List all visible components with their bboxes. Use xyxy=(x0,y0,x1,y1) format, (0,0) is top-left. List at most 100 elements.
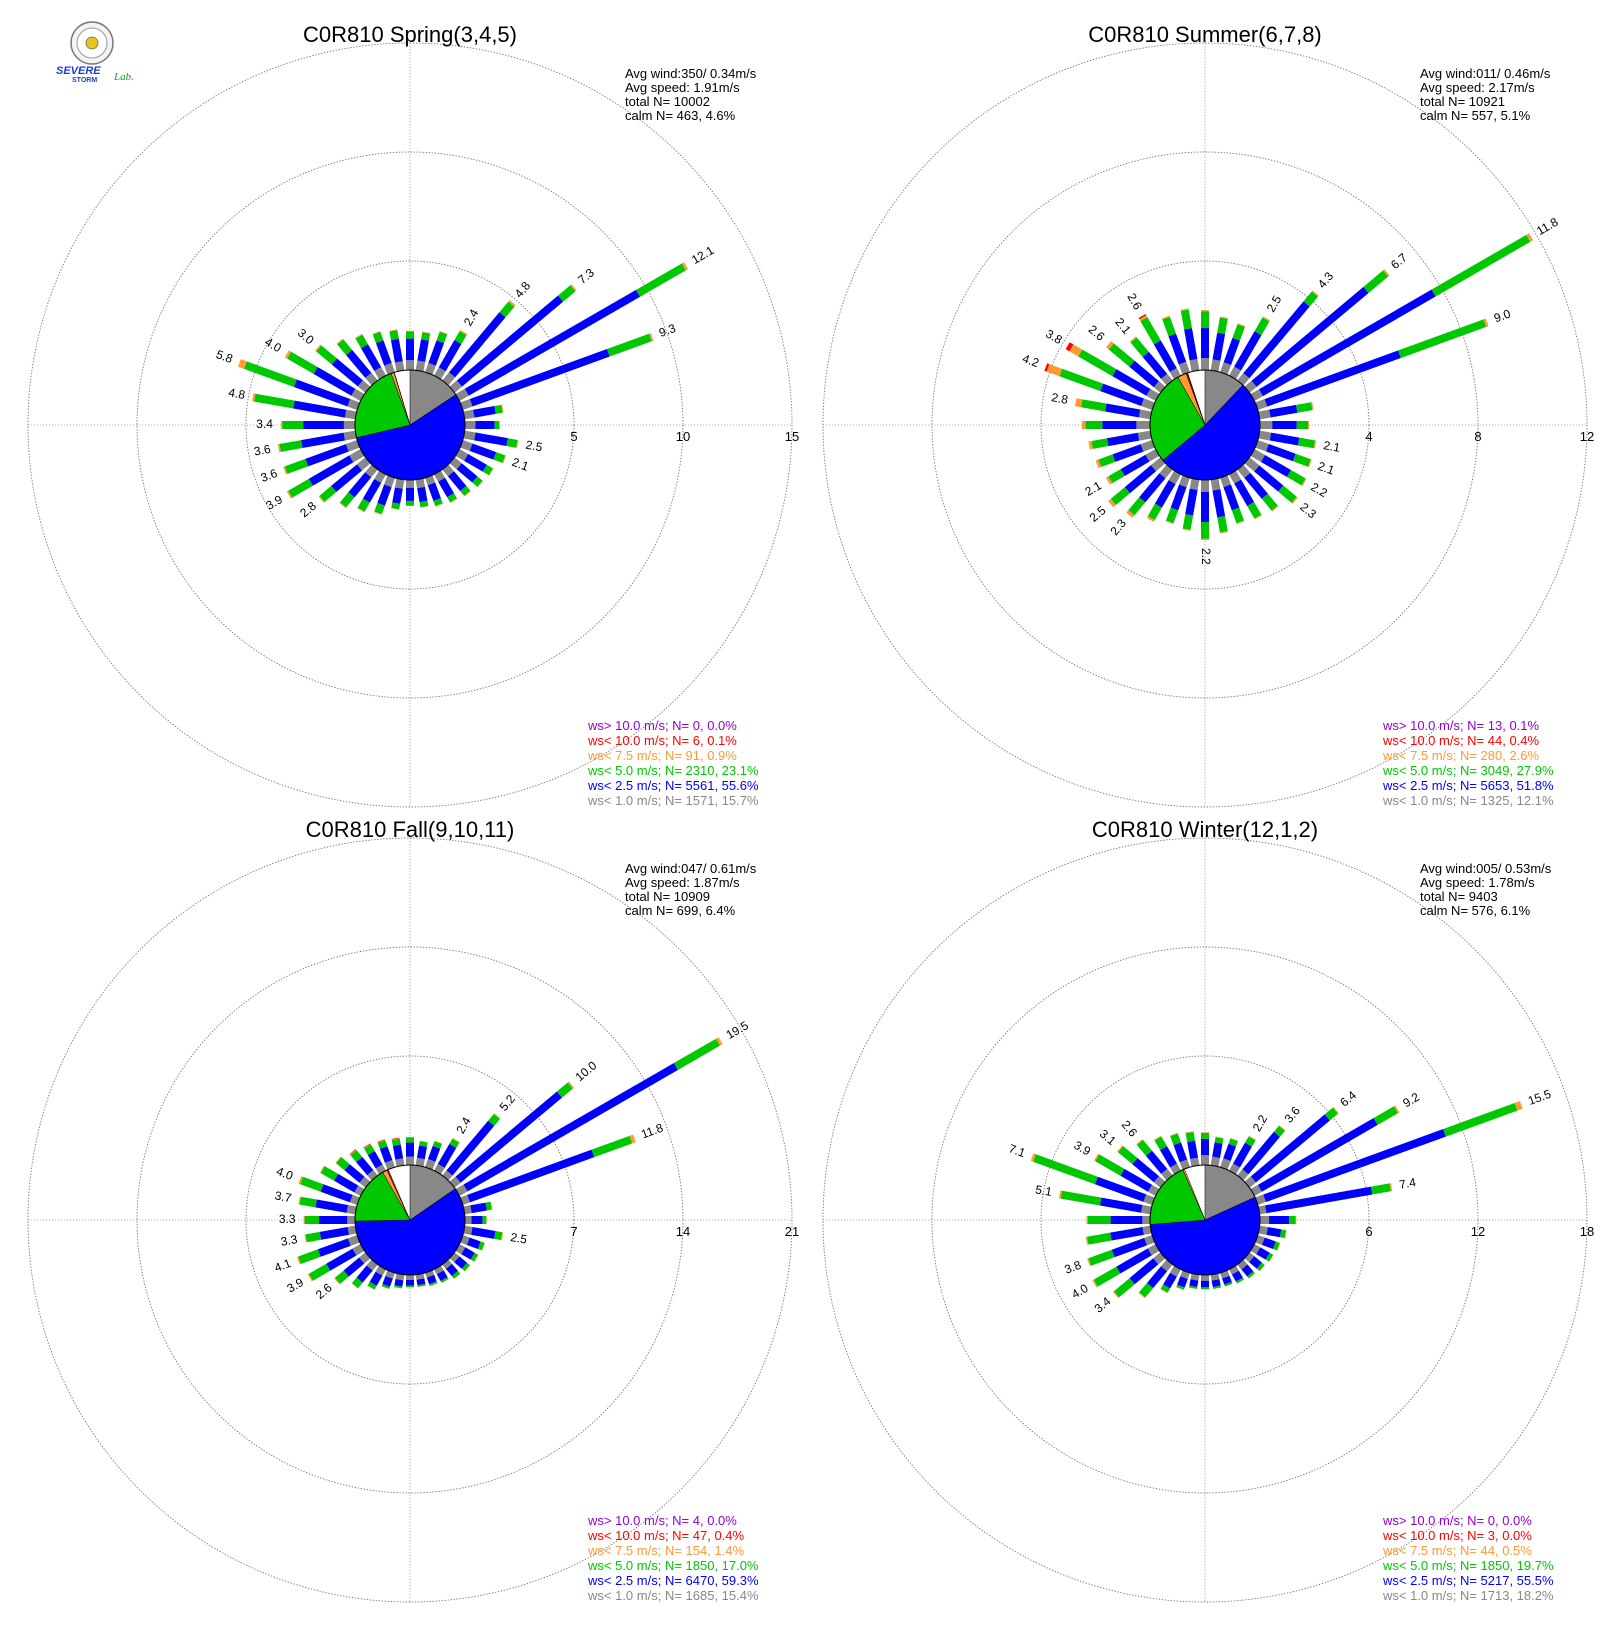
bar-segment xyxy=(1189,1285,1198,1289)
bar-segment xyxy=(1176,1284,1185,1290)
direction-bar xyxy=(1258,1225,1287,1239)
bar-segment xyxy=(381,1286,390,1290)
bar-segment xyxy=(471,1226,496,1239)
bar-segment xyxy=(350,1150,363,1163)
bar-segment xyxy=(1264,350,1401,407)
legend-entry: ws< 2.5 m/s; N= 5217, 55.5% xyxy=(1382,1573,1554,1588)
bar-segment xyxy=(1136,1139,1143,1145)
bar-segment xyxy=(1165,507,1179,524)
bar-segment xyxy=(452,1138,460,1143)
bar-segment xyxy=(1092,1279,1098,1288)
bar-segment xyxy=(349,449,365,463)
bar-segment xyxy=(352,1244,365,1256)
bar-segment xyxy=(1085,1236,1089,1245)
bar-segment xyxy=(607,333,652,357)
bar-segment xyxy=(351,388,365,401)
bar-segment xyxy=(516,439,519,448)
range-ring xyxy=(822,42,1588,808)
bar-segment xyxy=(1228,1138,1238,1147)
bar-segment xyxy=(1108,498,1116,508)
bar-segment xyxy=(1095,1154,1125,1176)
bar-value-label: 6.7 xyxy=(1388,250,1410,272)
bar-value-label: 4.0 xyxy=(262,335,284,356)
bar-segment xyxy=(1117,1145,1124,1153)
bar-segment xyxy=(464,453,487,472)
bar-segment xyxy=(334,1277,341,1285)
bar-segment xyxy=(1284,1230,1287,1239)
bar-segment xyxy=(284,350,292,359)
bar-segment xyxy=(375,340,392,366)
bar-segment xyxy=(1236,520,1245,525)
bar-segment xyxy=(485,1201,492,1211)
bar-value-label: 6.4 xyxy=(1337,1088,1359,1110)
bar-value-label: 2.1 xyxy=(1316,459,1337,478)
direction-bar xyxy=(363,1143,386,1175)
bar-segment xyxy=(1398,319,1487,358)
bar-segment xyxy=(433,498,443,507)
direction-bar xyxy=(372,330,395,375)
direction-bar xyxy=(280,421,355,429)
bar-segment xyxy=(1254,317,1270,336)
bar-segment xyxy=(1514,1101,1523,1111)
bar-segment xyxy=(343,421,355,429)
bar-segment xyxy=(441,1278,449,1284)
bar-segment xyxy=(1091,438,1109,449)
bar-segment xyxy=(1295,1216,1297,1224)
bar-segment xyxy=(372,330,381,335)
bar-segment xyxy=(465,421,476,429)
bar-segment xyxy=(298,1176,303,1185)
bar-value-label: 2.6 xyxy=(313,1280,335,1302)
direction-bar xyxy=(307,1244,365,1282)
bar-segment xyxy=(474,1254,479,1262)
bar-segment xyxy=(319,1216,348,1224)
bar-segment xyxy=(449,1138,460,1148)
bar-segment xyxy=(1146,515,1155,522)
direction-bar xyxy=(1244,1106,1339,1188)
bar-segment xyxy=(1363,270,1389,293)
bar-segment xyxy=(1116,1248,1152,1274)
bar-segment xyxy=(1201,480,1209,492)
direction-bar xyxy=(1188,1273,1200,1290)
bar-segment xyxy=(1393,1105,1400,1114)
bar-segment xyxy=(1139,1282,1154,1298)
bar-segment xyxy=(432,1141,442,1149)
bar-segment xyxy=(570,284,577,292)
bar-segment xyxy=(422,331,431,334)
direction-bar xyxy=(1250,233,1534,401)
bar-segment xyxy=(463,409,475,420)
bar-segment xyxy=(1291,496,1298,504)
bar-segment xyxy=(1220,362,1232,375)
bar-segment xyxy=(1303,291,1318,307)
bar-segment xyxy=(337,339,353,355)
direction-bar xyxy=(381,1270,395,1290)
stat-line: total N= 10909 xyxy=(625,889,710,904)
bar-segment xyxy=(1182,514,1194,530)
bar-segment xyxy=(1229,1265,1239,1275)
bar-segment xyxy=(379,1146,393,1163)
bar-segment xyxy=(1145,449,1160,462)
bar-value-label: 3.4 xyxy=(256,417,273,431)
bar-segment xyxy=(417,339,429,362)
direction-bar xyxy=(357,470,386,513)
direction-bar xyxy=(1255,1101,1523,1205)
bar-segment xyxy=(277,443,281,453)
direction-bar xyxy=(303,1216,355,1224)
bar-segment xyxy=(1081,421,1086,429)
bar-segment xyxy=(1059,368,1104,392)
bar-segment xyxy=(455,388,469,401)
bar-segment xyxy=(1224,1281,1233,1287)
bar-segment xyxy=(438,477,455,498)
bar-segment xyxy=(359,1176,371,1188)
bar-value-label: 2.4 xyxy=(461,306,482,328)
legend-entry: ws< 10.0 m/s; N= 47, 0.4% xyxy=(587,1528,745,1543)
legend-entry: ws> 10.0 m/s; N= 0, 0.0% xyxy=(587,718,737,733)
bar-segment xyxy=(1106,432,1140,447)
bar-value-label: 12.1 xyxy=(689,243,717,267)
direction-bar xyxy=(1085,1225,1152,1245)
panel-title: C0R810 Spring(3,4,5) xyxy=(303,22,517,47)
bar-value-label: 2.1 xyxy=(510,455,531,474)
direction-bar xyxy=(1075,398,1152,420)
bar-segment xyxy=(377,484,392,506)
bar-segment xyxy=(1170,1132,1178,1137)
bar-value-label: 3.7 xyxy=(274,1188,293,1205)
